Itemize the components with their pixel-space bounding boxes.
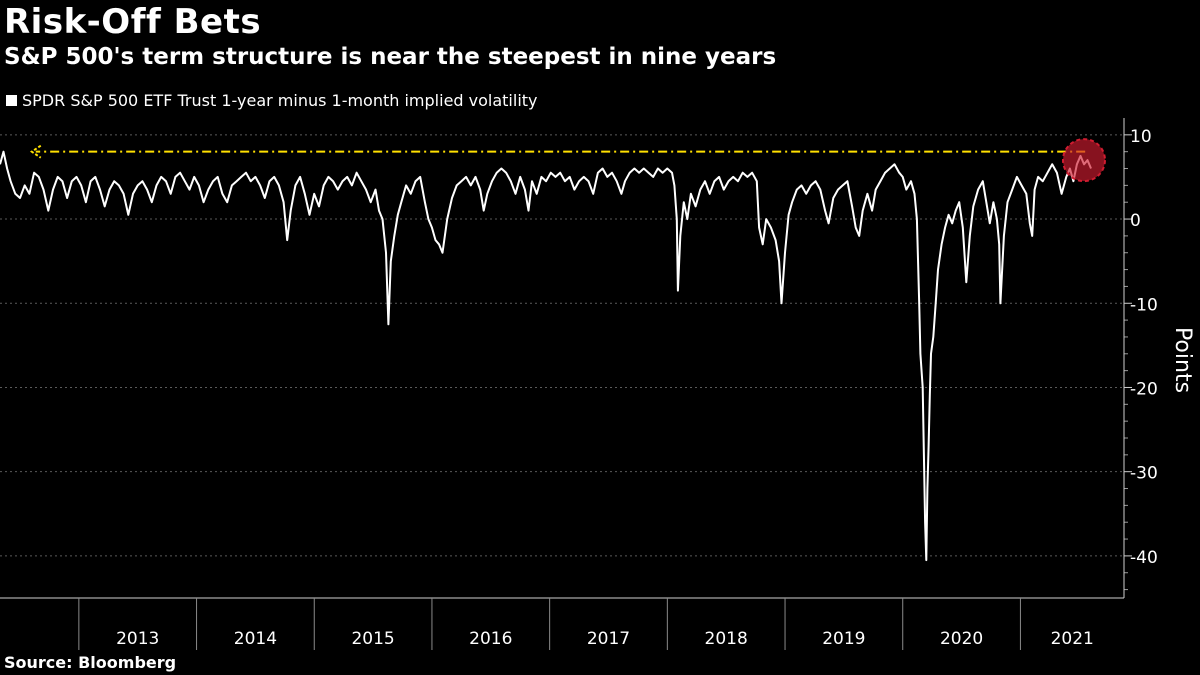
- chart-title: Risk-Off Bets: [4, 2, 262, 42]
- grid-lines: [0, 134, 1124, 557]
- y-tick-label: 10: [1130, 127, 1152, 147]
- axes: [0, 118, 1132, 650]
- tick-labels: 10 0 -10 -20 -30 -40 2013 2014 2015 2016 2017 2018 2…: [116, 127, 1158, 649]
- y-tick-label: 0: [1130, 211, 1141, 231]
- y-axis-label: Points: [1170, 327, 1195, 393]
- y-tick-label: -40: [1130, 548, 1158, 568]
- x-tick-label: 2017: [587, 629, 630, 649]
- annotation-layer-under: [29, 144, 1086, 159]
- y-tick-label: -10: [1130, 295, 1158, 315]
- x-tick-label: 2021: [1051, 629, 1094, 649]
- x-tick-label: 2013: [116, 629, 159, 649]
- annotation-circle-highlight: [1061, 138, 1106, 183]
- x-tick-label: 2015: [351, 629, 394, 649]
- series-line: [0, 150, 1092, 562]
- y-tick-label: -20: [1130, 379, 1158, 399]
- annotation-layer-over: [1061, 138, 1106, 183]
- series-layer: [0, 150, 1092, 562]
- x-tick-label: 2019: [822, 629, 865, 649]
- x-tick-label: 2020: [940, 629, 983, 649]
- legend-label: SPDR S&P 500 ETF Trust 1-year minus 1-mo…: [22, 91, 538, 110]
- x-tick-label: 2016: [469, 629, 512, 649]
- chart-subtitle: S&P 500's term structure is near the ste…: [4, 44, 777, 70]
- annotation-arrowhead: [29, 144, 42, 159]
- legend-swatch: [6, 95, 17, 106]
- x-tick-label: 2014: [234, 629, 277, 649]
- source-note: Source: Bloomberg: [4, 653, 177, 672]
- x-tick-label: 2018: [705, 629, 748, 649]
- legend: SPDR S&P 500 ETF Trust 1-year minus 1-mo…: [6, 91, 538, 110]
- y-tick-label: -30: [1130, 464, 1158, 484]
